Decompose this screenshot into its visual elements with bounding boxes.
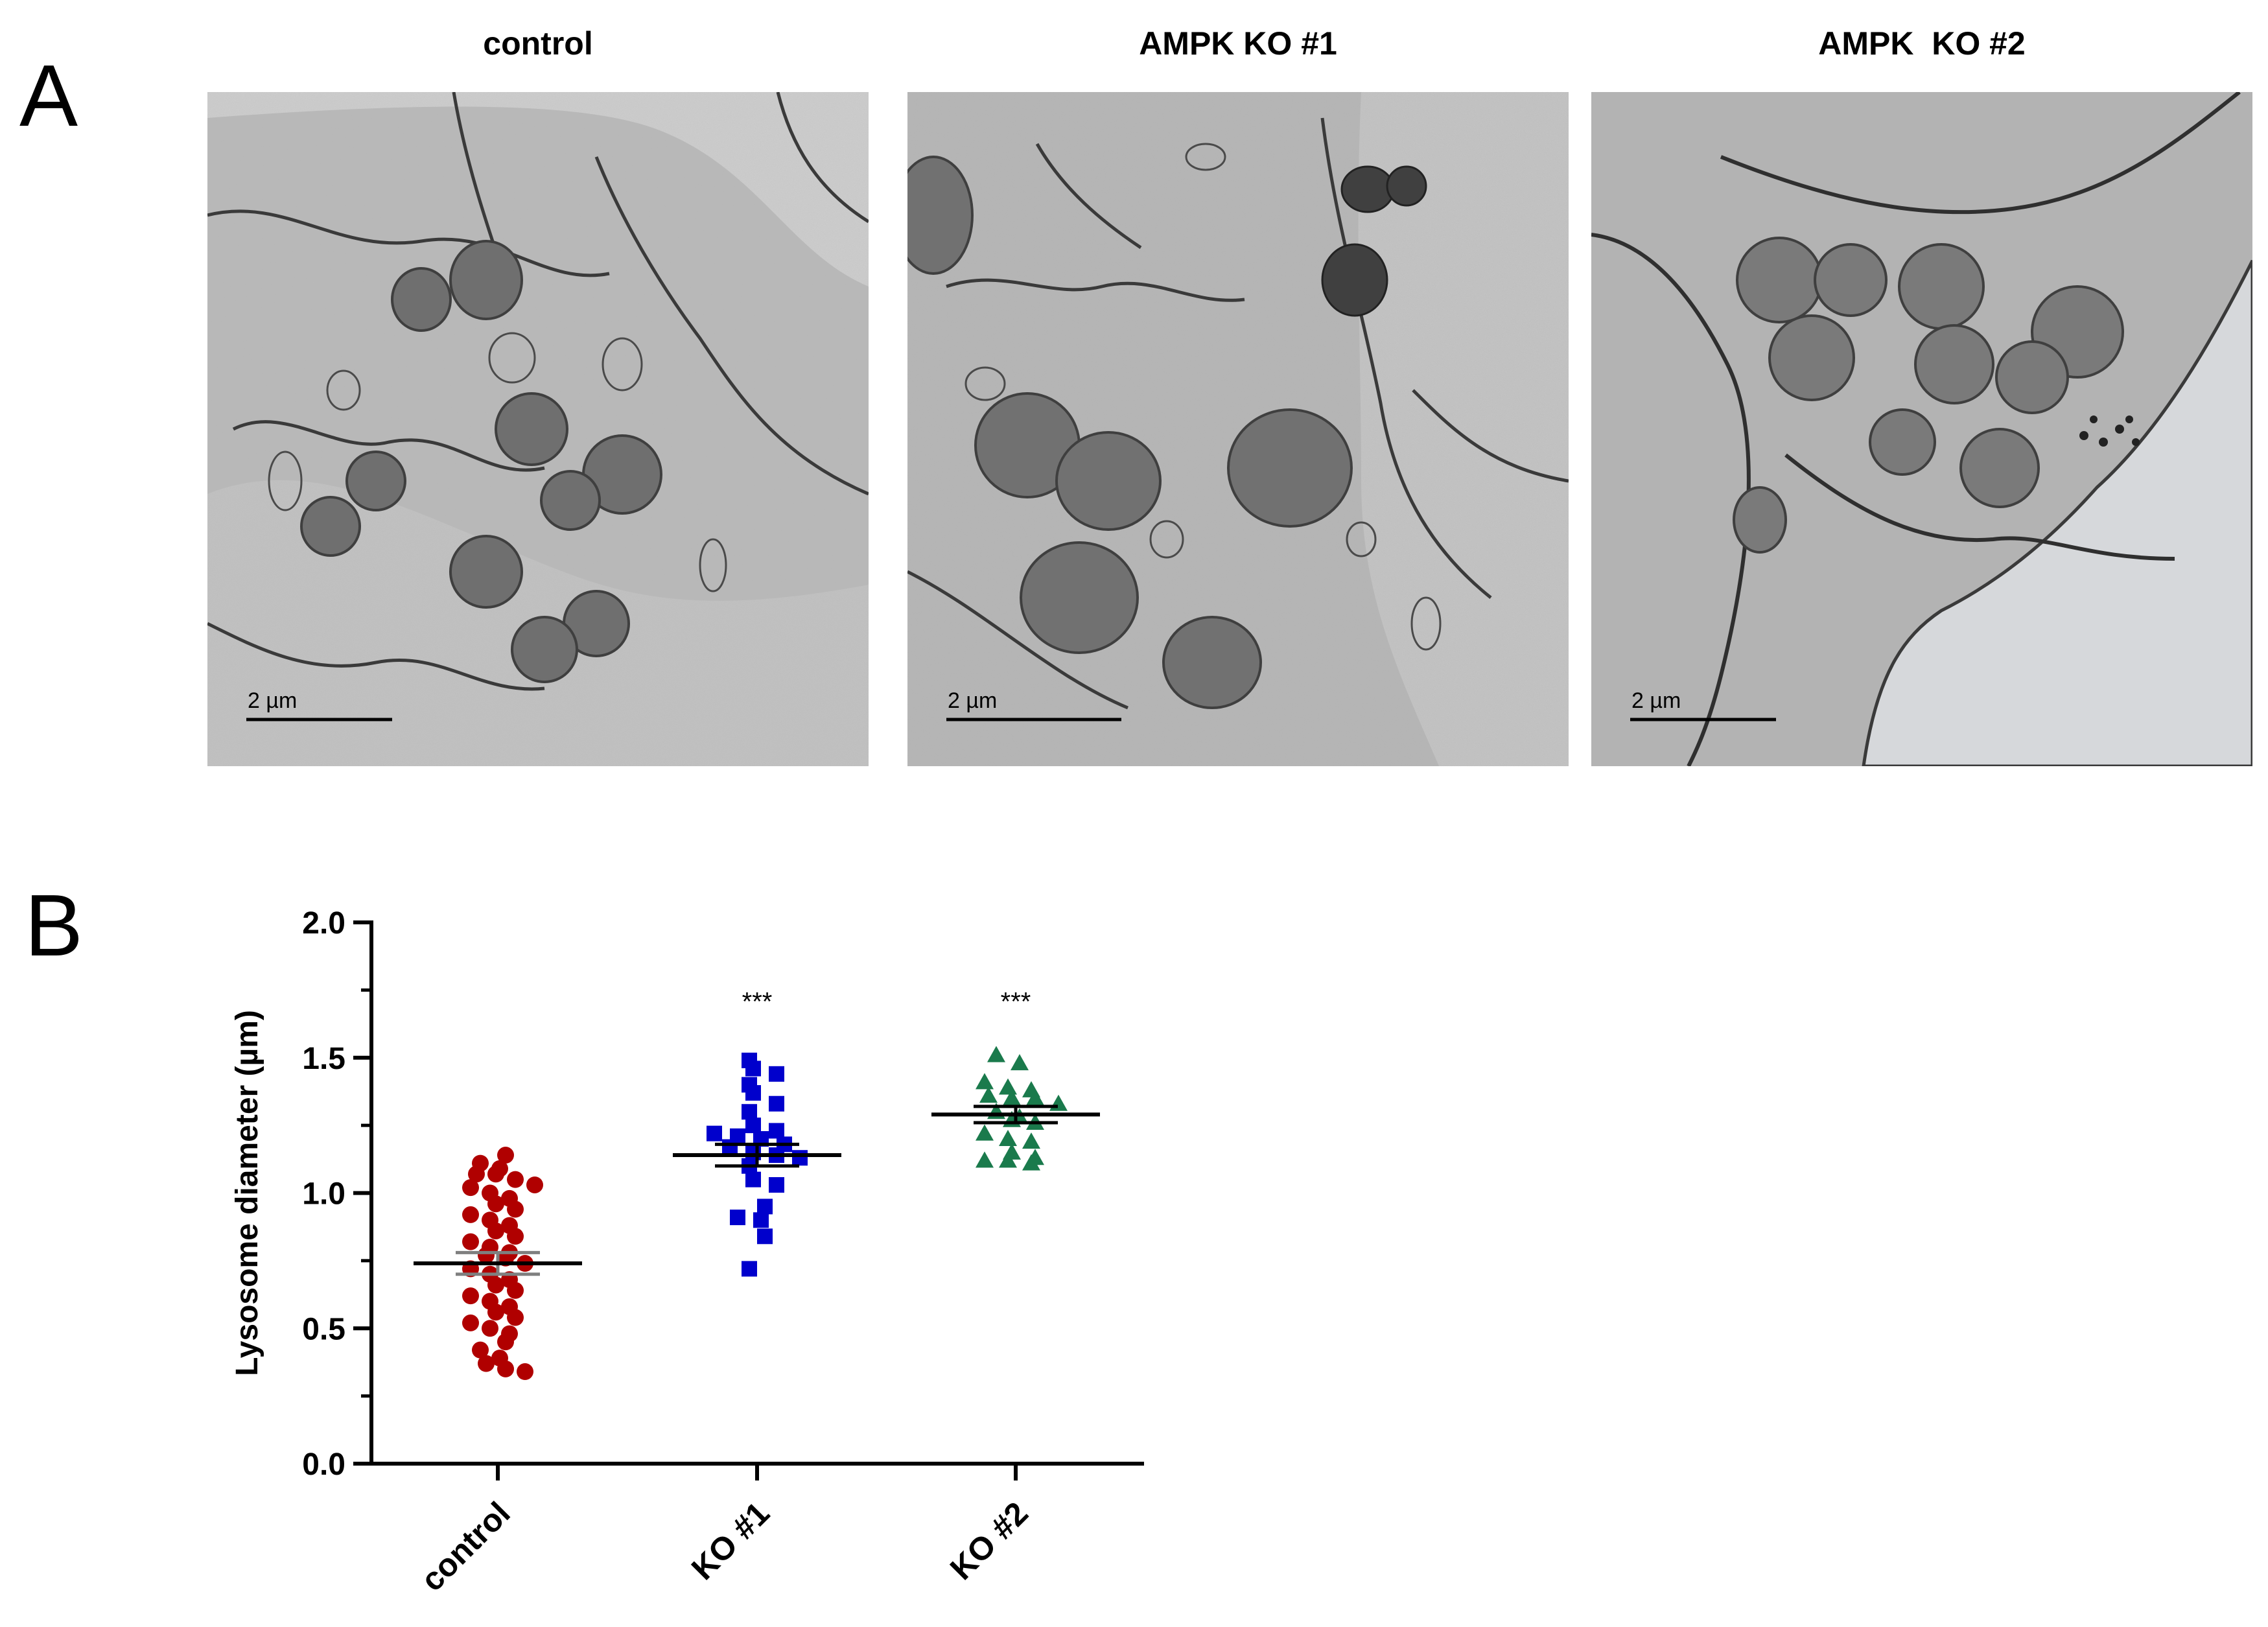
micrograph-control: 2 µm bbox=[207, 92, 869, 766]
data-point-control bbox=[462, 1233, 479, 1250]
data-point-control bbox=[472, 1341, 489, 1359]
data-point-ko2 bbox=[1022, 1081, 1040, 1097]
data-point-ko1 bbox=[742, 1052, 757, 1068]
data-point-ko1 bbox=[730, 1128, 745, 1144]
data-point-ko2 bbox=[979, 1086, 998, 1103]
data-point-ko2 bbox=[976, 1151, 994, 1168]
data-point-control bbox=[501, 1217, 518, 1234]
data-point-ko1 bbox=[742, 1261, 757, 1277]
significance-marker: *** bbox=[1001, 987, 1031, 1016]
data-point-ko1 bbox=[742, 1077, 757, 1093]
data-point-control bbox=[478, 1355, 495, 1372]
data-point-ko2 bbox=[1011, 1054, 1029, 1071]
data-point-ko2 bbox=[999, 1151, 1017, 1168]
data-point-ko2 bbox=[1026, 1089, 1044, 1106]
y-axis-label: Lysosome diameter (µm) bbox=[230, 1010, 264, 1376]
data-point-control bbox=[501, 1189, 518, 1207]
data-point-control bbox=[462, 1287, 479, 1305]
micrograph-title-ko2: AMPK KO #2 bbox=[1818, 25, 2026, 62]
data-point-control bbox=[526, 1176, 543, 1193]
data-point-control bbox=[462, 1206, 479, 1223]
y-tick-label: 1.0 bbox=[302, 1177, 345, 1211]
y-tick-label: 1.5 bbox=[302, 1042, 345, 1076]
data-point-ko1 bbox=[753, 1212, 769, 1228]
data-point-ko2 bbox=[987, 1046, 1005, 1062]
data-point-ko2 bbox=[999, 1078, 1017, 1095]
x-tick-label: KO #2 bbox=[943, 1495, 1035, 1587]
micrograph-title-ko1: AMPK KO #1 bbox=[1139, 25, 1337, 62]
data-point-control bbox=[501, 1325, 518, 1342]
data-point-ko1 bbox=[742, 1104, 757, 1120]
data-point-ko1 bbox=[757, 1199, 773, 1215]
data-point-control bbox=[482, 1184, 498, 1202]
data-point-control bbox=[491, 1160, 508, 1177]
data-point-ko1 bbox=[769, 1176, 784, 1193]
data-point-control bbox=[462, 1314, 479, 1331]
data-point-ko1 bbox=[745, 1171, 761, 1188]
data-point-ko2 bbox=[999, 1130, 1017, 1146]
data-point-control bbox=[482, 1320, 498, 1337]
data-point-control bbox=[501, 1298, 518, 1315]
scale-label-ko2: 2 µm bbox=[1631, 688, 1681, 713]
scale-label-control: 2 µm bbox=[248, 688, 297, 713]
data-point-ko1 bbox=[769, 1123, 784, 1139]
data-point-ko1 bbox=[792, 1150, 808, 1166]
data-point-ko1 bbox=[745, 1118, 761, 1134]
data-point-ko2 bbox=[976, 1124, 994, 1141]
data-point-ko2 bbox=[1049, 1094, 1068, 1111]
significance-marker: *** bbox=[742, 987, 773, 1016]
panel-a-letter: A bbox=[19, 47, 78, 145]
data-point-control bbox=[482, 1293, 498, 1310]
y-tick-label: 0.0 bbox=[302, 1447, 345, 1482]
data-point-control bbox=[482, 1211, 498, 1229]
data-point-control bbox=[497, 1147, 514, 1164]
y-tick-label: 2.0 bbox=[302, 906, 345, 941]
data-point-ko2 bbox=[976, 1073, 994, 1090]
data-point-ko1 bbox=[707, 1125, 722, 1141]
micrograph-title-control: control bbox=[483, 25, 593, 62]
data-point-control bbox=[507, 1171, 524, 1188]
data-point-control bbox=[472, 1154, 489, 1172]
data-point-ko1 bbox=[757, 1228, 773, 1245]
data-point-control bbox=[517, 1363, 533, 1381]
data-point-control bbox=[491, 1350, 508, 1367]
data-point-ko1 bbox=[769, 1066, 784, 1082]
scale-label-ko1: 2 µm bbox=[948, 688, 997, 713]
data-point-ko1 bbox=[769, 1095, 784, 1112]
micrograph-ko2: 2 µm bbox=[1591, 92, 2252, 766]
data-point-ko1 bbox=[730, 1210, 745, 1226]
data-point-ko2 bbox=[1022, 1132, 1040, 1149]
x-tick-label: control bbox=[414, 1495, 517, 1598]
data-point-control bbox=[462, 1179, 479, 1197]
y-tick-label: 0.5 bbox=[302, 1312, 345, 1346]
x-tick-label: KO #1 bbox=[684, 1495, 777, 1587]
micrograph-ko1: 2 µm bbox=[907, 92, 1569, 766]
lysosome-diameter-chart: 0.0 0.5 1.0 1.5 2.0 Lysosome diameter (µm) con… bbox=[230, 906, 1144, 1598]
data-point-ko2 bbox=[1026, 1149, 1044, 1165]
data-point-ko2 bbox=[1003, 1089, 1021, 1106]
data-point-ko2 bbox=[1003, 1143, 1021, 1160]
panel-b-letter: B bbox=[25, 876, 84, 974]
